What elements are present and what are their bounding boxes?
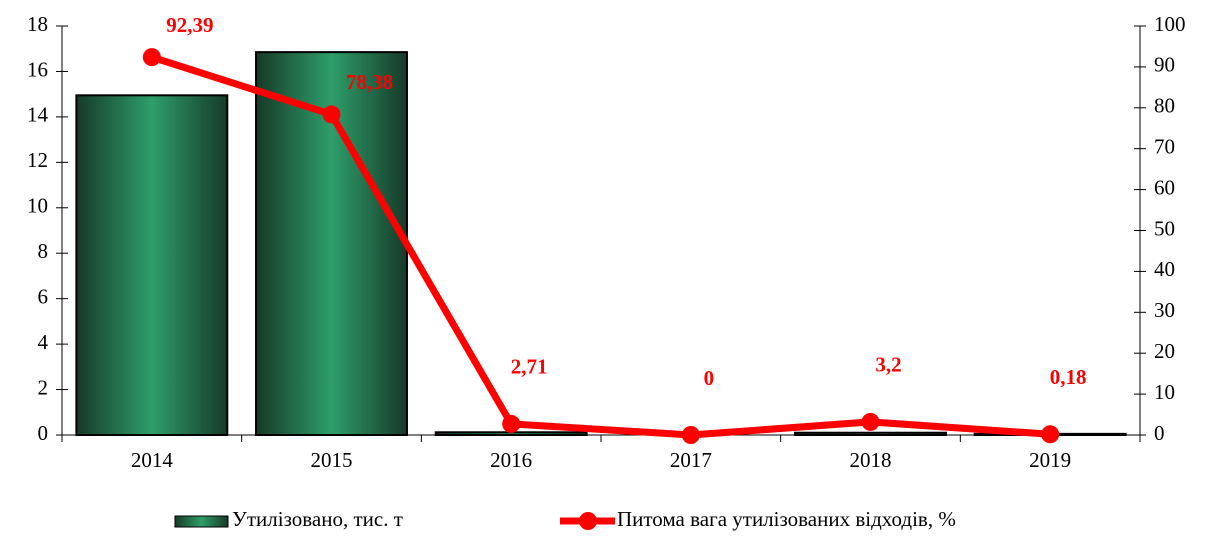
legend-swatch [579,512,597,530]
value-label: 78,38 [346,70,393,94]
y2-tick-label: 80 [1154,94,1175,118]
y-tick-label: 4 [38,330,49,354]
line-marker [681,426,700,444]
line-marker [322,105,341,124]
y-tick-label: 18 [27,12,48,36]
value-label: 0 [704,366,715,390]
y-tick-label: 14 [27,103,49,127]
y-tick-label: 2 [38,375,49,399]
line-marker [1041,425,1060,444]
y2-tick-label: 50 [1154,216,1175,240]
value-label: 92,39 [166,13,213,37]
line-marker [502,414,521,433]
bar [794,431,947,437]
y2-tick-label: 40 [1154,257,1175,281]
x-tick-label: 2016 [490,448,532,472]
x-tick-label: 2019 [1029,448,1071,472]
value-label: 0,18 [1050,365,1087,389]
value-label: 2,71 [511,355,548,379]
y2-tick-label: 100 [1154,12,1186,36]
y2-tick-label: 90 [1154,53,1175,77]
line-marker [861,412,880,431]
y-tick-label: 0 [38,421,49,445]
line [150,53,1051,439]
x-tick-label: 2018 [850,448,892,472]
x-tick-label: 2017 [670,448,712,472]
y-tick-label: 16 [27,57,48,81]
y2-tick-label: 10 [1154,380,1175,404]
y2-tick-label: 60 [1154,175,1175,199]
legend-label: Питома вага утилізованих відходів, % [617,507,956,531]
y-tick-label: 8 [38,239,49,263]
line-marker [142,48,161,67]
y2-tick-label: 0 [1154,421,1165,445]
y-tick-label: 6 [38,284,49,308]
x-tick-label: 2014 [131,448,174,472]
y-tick-label: 10 [27,194,48,218]
y2-tick-label: 30 [1154,298,1175,322]
value-label: 3,2 [875,353,901,377]
y2-tick-label: 70 [1154,135,1175,159]
legend-swatch [174,515,229,528]
bar [75,94,229,437]
y-tick-label: 12 [27,148,48,172]
x-tick-label: 2015 [311,448,353,472]
legend-label: Утилізовано, тис. т [232,507,403,531]
y2-tick-label: 20 [1154,339,1175,363]
